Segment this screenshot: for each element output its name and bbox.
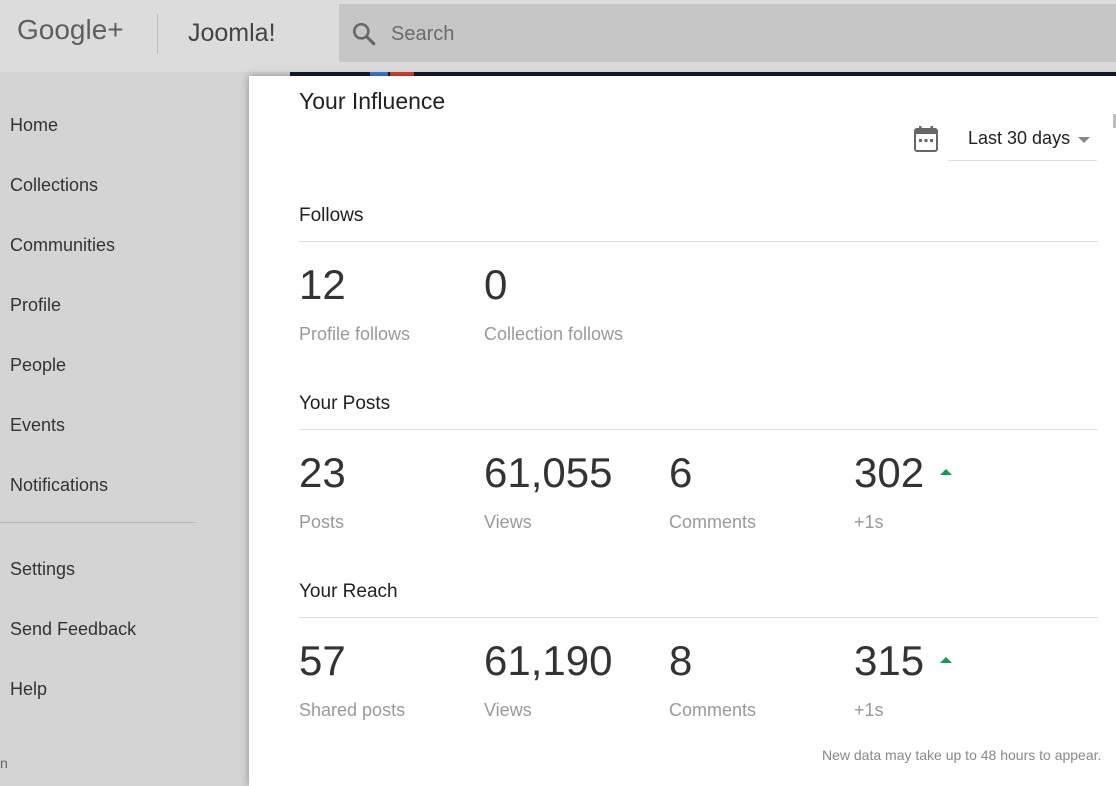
sidebar-item-people[interactable]: People (10, 355, 67, 375)
sidebar-item-send-feedback[interactable]: Send Feedback (10, 619, 137, 639)
stat-value: 61,055 (484, 449, 613, 496)
background-banner-accent (370, 72, 388, 76)
stat-value: 8 (669, 637, 693, 684)
stat-label: +1s (854, 700, 884, 720)
search-bar[interactable] (339, 4, 1116, 62)
stat-profile-follows: 12 Profile follows (299, 264, 410, 345)
influence-dialog: Your Influence Last 30 days Follows 12 P… (249, 76, 1116, 786)
stat-value: 6 (669, 449, 693, 496)
stat-label: Views (484, 700, 532, 720)
stat-reach-views: 61,190 Views (484, 640, 612, 721)
stat-value: 12 (299, 261, 346, 308)
calendar-icon[interactable] (913, 125, 939, 153)
sidebar-item-collections[interactable]: Collections (10, 175, 99, 195)
stat-shared-posts: 57 Shared posts (299, 640, 405, 721)
section-title-posts: Your Posts (299, 393, 391, 414)
trend-up-icon (940, 656, 953, 663)
sidebar-item-events[interactable]: Events (10, 415, 66, 435)
background-banner-accent (390, 72, 414, 76)
stat-posts: 23 Posts (299, 452, 346, 533)
header-divider (157, 14, 158, 54)
sidebar-footer-text: n (0, 755, 8, 771)
trend-up-icon (940, 468, 953, 475)
page-name[interactable]: Joomla! (188, 19, 276, 47)
stat-post-plus-ones: 302 +1s (854, 449, 953, 533)
data-delay-note: New data may take up to 48 hours to appe… (822, 747, 1102, 763)
sidebar: Home Collections Communities Profile Peo… (0, 72, 248, 778)
stat-label: Comments (669, 700, 757, 720)
stat-reach-comments: 8 Comments (669, 640, 756, 721)
stat-label: Profile follows (299, 324, 411, 344)
stat-value: 315 (854, 637, 925, 684)
section-divider (299, 241, 1098, 242)
stat-label: Shared posts (299, 700, 406, 720)
sidebar-item-profile[interactable]: Profile (10, 295, 62, 315)
caret-down-icon (1078, 137, 1090, 143)
date-range-value: Last 30 days (968, 128, 1071, 148)
stat-label: Collection follows (484, 324, 624, 344)
sidebar-item-settings[interactable]: Settings (10, 559, 76, 579)
stat-collection-follows: 0 Collection follows (484, 264, 623, 345)
stat-label: Comments (669, 512, 757, 532)
stat-post-comments: 6 Comments (669, 452, 756, 533)
google-plus-logo[interactable]: Google+ (17, 14, 124, 45)
stat-value: 23 (299, 449, 346, 496)
stat-value: 61,190 (484, 637, 613, 684)
sidebar-item-communities[interactable]: Communities (10, 235, 116, 255)
section-title-reach: Your Reach (299, 581, 398, 602)
stat-label: +1s (854, 512, 884, 532)
dialog-title: Your Influence (299, 88, 446, 114)
sidebar-item-notifications[interactable]: Notifications (10, 475, 109, 495)
top-bar: Google+ Joomla! (0, 0, 1116, 72)
background-banner (290, 72, 1116, 76)
stat-reach-plus-ones: 315 +1s (854, 637, 953, 721)
section-divider (299, 617, 1098, 618)
sidebar-item-help[interactable]: Help (10, 679, 48, 699)
sidebar-divider (0, 522, 196, 523)
scrollbar[interactable] (1113, 114, 1116, 128)
stat-label: Posts (299, 512, 345, 532)
stat-value: 0 (484, 261, 508, 308)
stat-post-views: 61,055 Views (484, 452, 612, 533)
section-title-follows: Follows (299, 205, 364, 226)
stat-value-row: 302 (854, 449, 953, 496)
date-range-select[interactable]: Last 30 days (948, 120, 1097, 161)
stat-label: Views (484, 512, 532, 532)
stat-value-row: 315 (854, 637, 953, 684)
section-divider (299, 429, 1098, 430)
search-icon[interactable] (351, 21, 377, 47)
search-input[interactable] (389, 18, 1093, 50)
stat-value: 57 (299, 637, 346, 684)
stat-value: 302 (854, 449, 925, 496)
sidebar-item-home[interactable]: Home (10, 115, 59, 135)
